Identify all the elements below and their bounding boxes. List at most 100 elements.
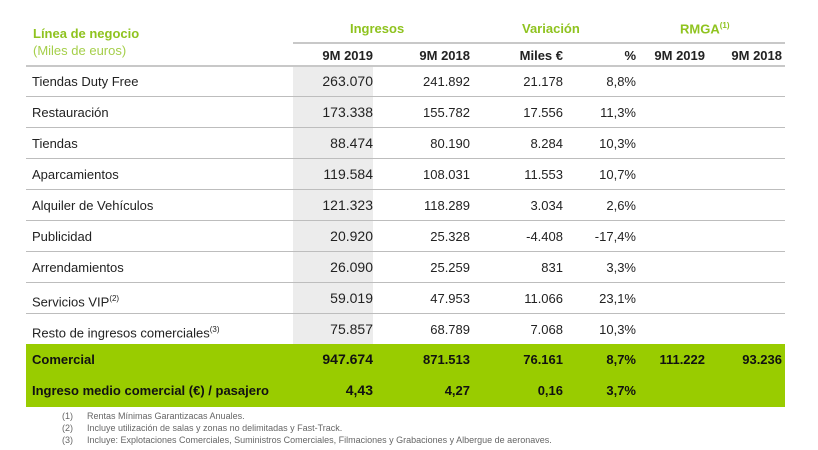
row-label: Publicidad [32,221,92,252]
row-label: Ingreso medio comercial (€) / pasajero [32,383,269,398]
cell: 25.328 [430,229,470,244]
cell: 80.190 [430,136,470,151]
row-label-text: Tiendas [32,136,78,151]
row-label-text: Alquiler de Vehículos [32,198,154,213]
cell: 173.338 [322,104,373,120]
total-row-per-passenger: Ingreso medio comercial (€) / pasajero 4… [26,375,785,406]
cell: 155.782 [423,105,470,120]
cell: 4,43 [345,382,373,398]
row-label-text: Servicios VIP [32,294,110,310]
col-9m2019: 9M 2019 [322,48,373,63]
row-divider [26,96,785,97]
col-pct: % [624,48,636,63]
cell: 8.284 [530,136,563,151]
cell: 947.674 [322,351,373,367]
table-row: Restauración 173.338 155.782 17.556 11,3% [26,97,785,128]
row-divider [26,313,785,314]
table-row: Tiendas 88.474 80.190 8.284 10,3% [26,128,785,159]
cell: 26.090 [330,259,373,275]
cell: 4,27 [444,383,470,398]
footnote-ref: (2) [109,294,120,303]
cell: 25.259 [430,260,470,275]
table-row: Alquiler de Vehículos 121.323 118.289 3.034… [26,190,785,221]
cell: 23,1% [599,291,636,306]
row-label: Tiendas Duty Free [32,66,138,97]
group-rmga-label: RMGA [680,21,720,37]
cell: 11.066 [524,291,563,306]
row-label: Comercial [32,352,95,367]
cell: 21.178 [523,74,563,89]
footnote-1: (1) Rentas Mínimas Garantizacas Anuales. [62,411,245,421]
row-divider [26,189,785,190]
cell: 10,3% [599,136,636,151]
cell: 3,3% [606,260,636,275]
group-variacion: Variación [522,21,580,36]
cell: 2,6% [606,198,636,213]
footnote-3: (3) Incluye: Explotaciones Comerciales, S… [62,435,552,445]
cell: 7.068 [530,322,563,337]
cell: 20.920 [330,228,373,244]
cell: 10,7% [599,167,636,182]
cell: 47.953 [430,291,470,306]
row-divider [26,220,785,221]
footnote-number: (3) [62,435,73,445]
row-label-text: Publicidad [32,229,92,244]
cell: 871.513 [423,352,470,367]
highlight-column [293,66,373,344]
cell: 8,8% [606,74,636,89]
cell: 111.222 [659,352,705,367]
table-row: Arrendamientos 26.090 25.259 831 3,3% [26,252,785,283]
table-row: Publicidad 20.920 25.328 -4.408 -17,4% [26,221,785,252]
cell: 831 [541,260,563,275]
row-divider [26,127,785,128]
col-rmga-2018: 9M 2018 [731,48,782,63]
line-title: Línea de negocio [33,26,140,41]
footnote-text: Incluye: Explotaciones Comerciales, Sumi… [87,435,552,445]
cell: 17.556 [523,105,563,120]
cell: 76.161 [523,352,563,367]
row-label: Tiendas [32,128,78,159]
footnote-ref: (3) [209,325,220,334]
row-label-text: Tiendas Duty Free [32,74,139,89]
cell: 241.892 [423,74,470,89]
col-rmga-2019: 9M 2019 [654,48,705,63]
cell: 118.289 [423,198,470,213]
table-row: Aparcamientos 119.584 108.031 11.553 10,7% [26,159,785,190]
total-row-comercial: Comercial 947.674 871.513 76.161 8,7% 11… [26,344,785,375]
group-divider [293,42,785,44]
cell: 0,16 [537,383,563,398]
cell: 119.584 [323,166,373,182]
cell: 3,7% [606,383,636,398]
row-divider [26,158,785,159]
group-rmga-note: (1) [719,21,730,30]
header-divider [26,65,785,67]
cell: 75.857 [330,321,373,337]
footnote-text: Incluye utilización de salas y zonas no … [87,423,343,433]
row-label: Resto de ingresos comerciales(3) [32,314,220,348]
table-row: Tiendas Duty Free 263.070 241.892 21.178 8,8… [26,66,785,97]
footnote-number: (1) [62,411,73,421]
footnote-2: (2) Incluye utilización de salas y zonas … [62,423,342,433]
cell: 93.236 [742,352,782,367]
cell: 59.019 [330,290,373,306]
row-label-text: Resto de ingresos comerciales [32,325,210,341]
cell: 108.031 [423,167,470,182]
totals-band: Comercial 947.674 871.513 76.161 8,7% 11… [26,344,785,407]
row-label: Alquiler de Vehículos [32,190,153,221]
cell: 10,3% [599,322,636,337]
col-9m2018: 9M 2018 [419,48,470,63]
row-label-text: Restauración [32,105,109,120]
cell: -17,4% [594,229,636,244]
table-row: Servicios VIP(2) 59.019 47.953 11.066 23,1% [26,283,785,314]
col-miles: Miles € [519,48,563,63]
cell: 68.789 [430,322,470,337]
cell: 11,3% [600,105,636,120]
footnote-text: Rentas Mínimas Garantizacas Anuales. [87,411,245,421]
group-rmga: RMGA(1) [680,21,730,36]
cell: 88.474 [330,135,373,151]
row-label: Aparcamientos [32,159,119,190]
cell: 3.034 [530,198,563,213]
footnote-number: (2) [62,423,73,433]
cell: 263.070 [322,73,373,89]
row-label: Restauración [32,97,109,128]
